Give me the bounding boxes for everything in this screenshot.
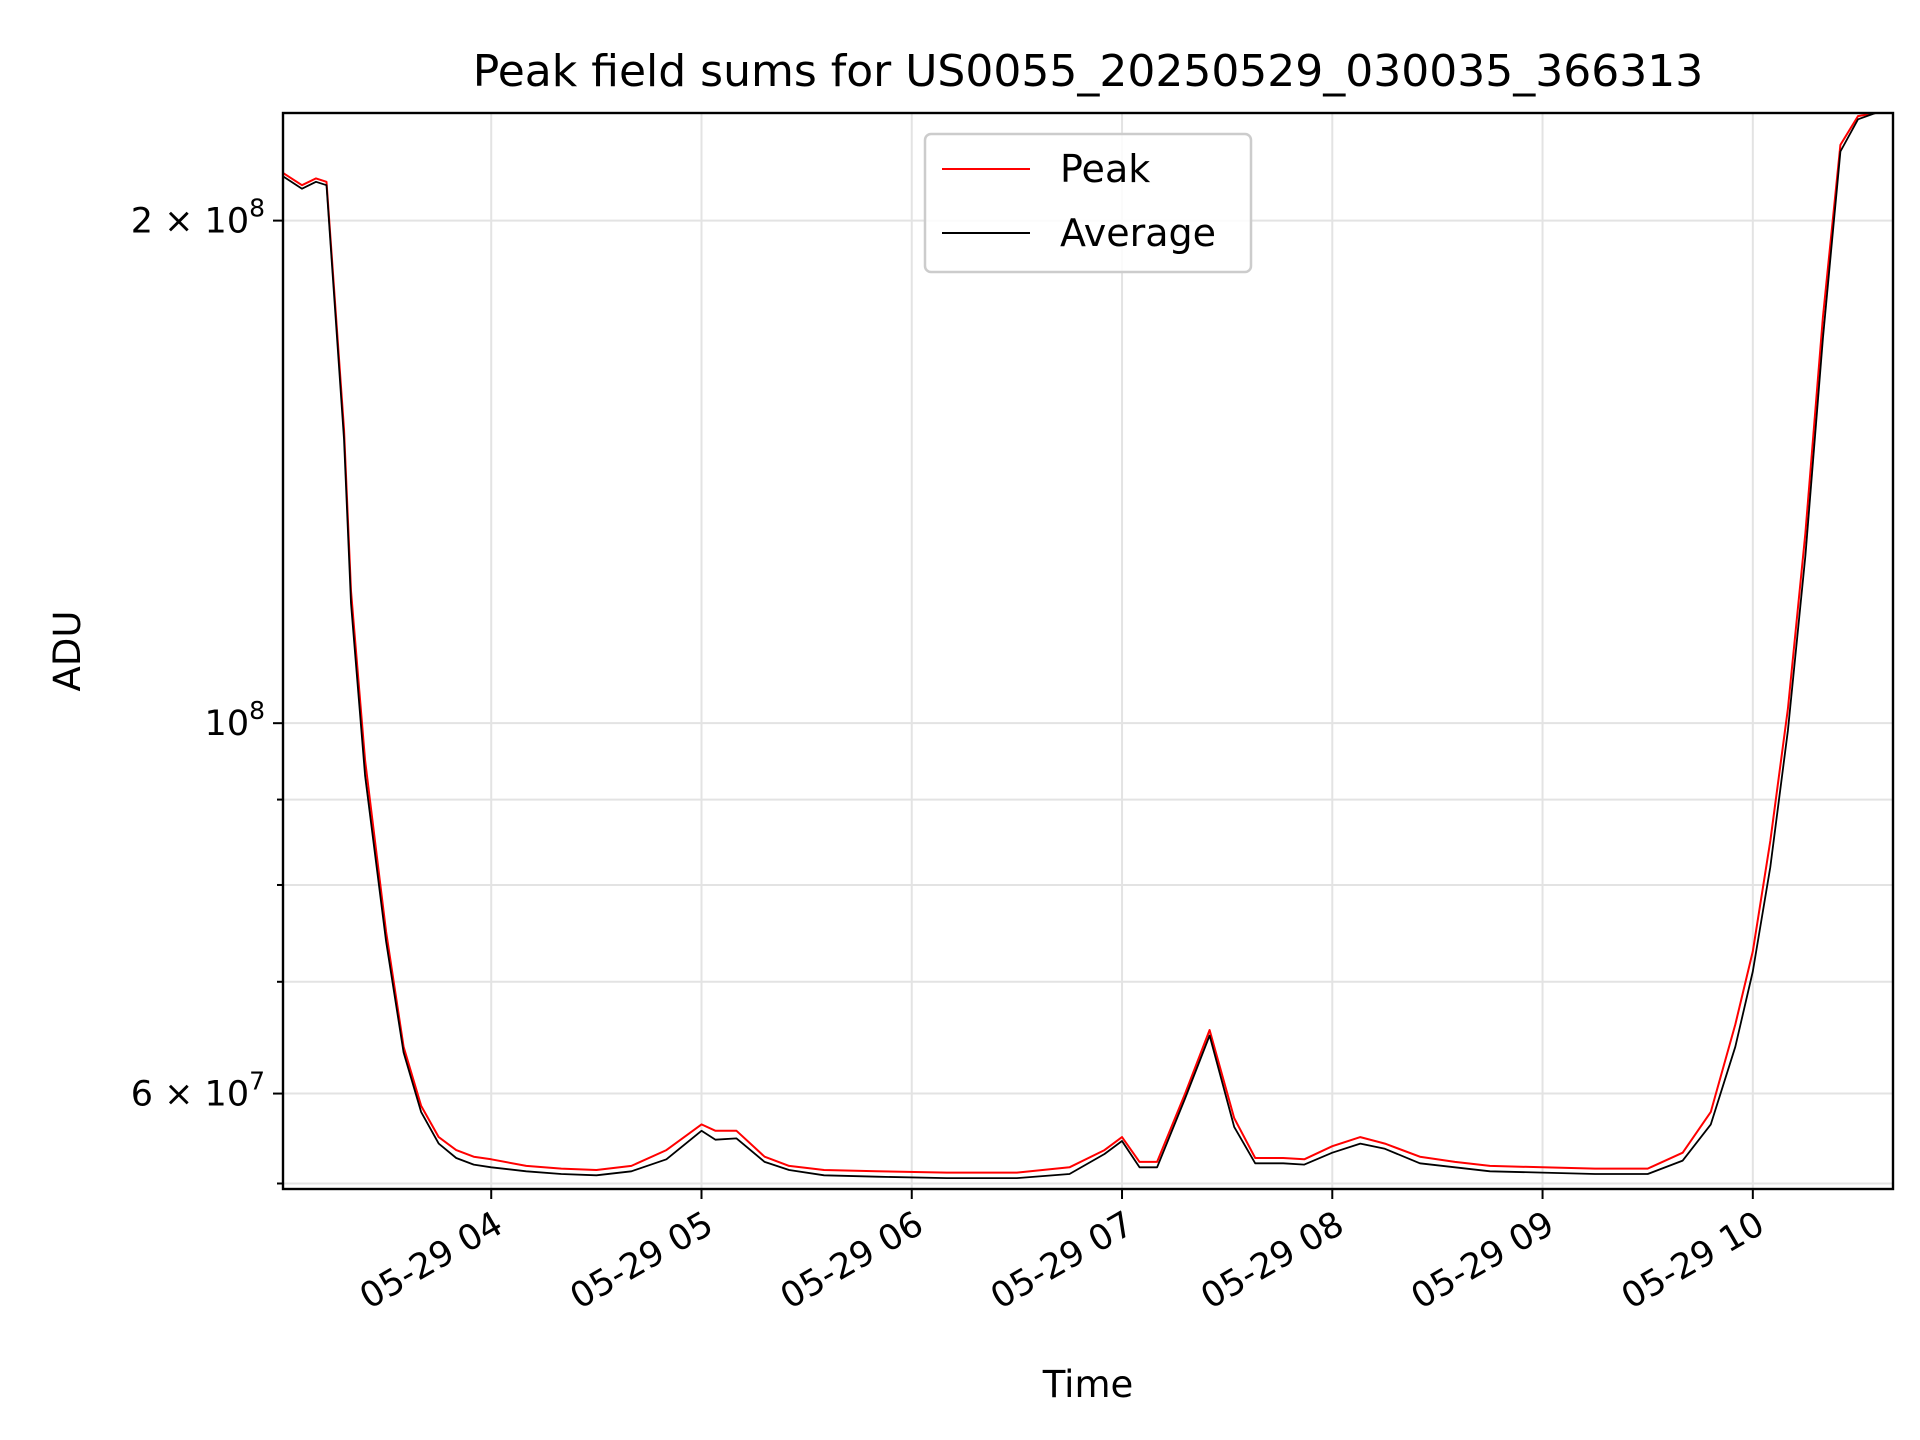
x-tick-label: 05-29 06 <box>774 1204 930 1317</box>
x-tick-label: 05-29 05 <box>564 1204 720 1317</box>
y-tick-mantissa: 10 <box>205 704 250 744</box>
x-tick-label: 05-29 07 <box>984 1204 1140 1317</box>
y-axis-label: ADU <box>46 611 89 692</box>
grid-layer <box>283 113 1893 1189</box>
x-tick-label: 05-29 10 <box>1615 1204 1771 1317</box>
legend: Peak Average <box>923 132 1253 274</box>
series-layer <box>283 113 1893 1179</box>
tick-layer: 05-29 04 05-29 05 05-29 06 05-29 07 05-29 08… <box>131 194 1772 1318</box>
y-tick-exponent: 8 <box>249 194 265 223</box>
y-tick-label: 108 <box>205 696 265 744</box>
y-tick-mantissa: 6 × 10 <box>131 1075 249 1115</box>
y-tick-exponent: 7 <box>249 1067 265 1096</box>
y-tick-mantissa: 2 × 10 <box>131 202 249 242</box>
y-tick-label: 2 × 108 <box>131 194 265 242</box>
x-tick-label: 05-29 08 <box>1194 1204 1350 1317</box>
x-tick-label: 05-29 04 <box>353 1204 509 1317</box>
legend-label-peak: Peak <box>1060 147 1150 191</box>
legend-label-average: Average <box>1060 211 1216 255</box>
y-tick-exponent: 8 <box>249 696 265 725</box>
series-line-peak <box>283 113 1893 1174</box>
y-tick-label: 6 × 107 <box>131 1067 265 1115</box>
x-tick-label: 05-29 09 <box>1405 1204 1561 1317</box>
x-axis-label: Time <box>1042 1363 1134 1406</box>
series-line-average <box>283 113 1893 1179</box>
plot-area-frame <box>281 111 1895 1191</box>
chart-title: Peak field sums for US0055_20250529_0300… <box>473 46 1703 97</box>
